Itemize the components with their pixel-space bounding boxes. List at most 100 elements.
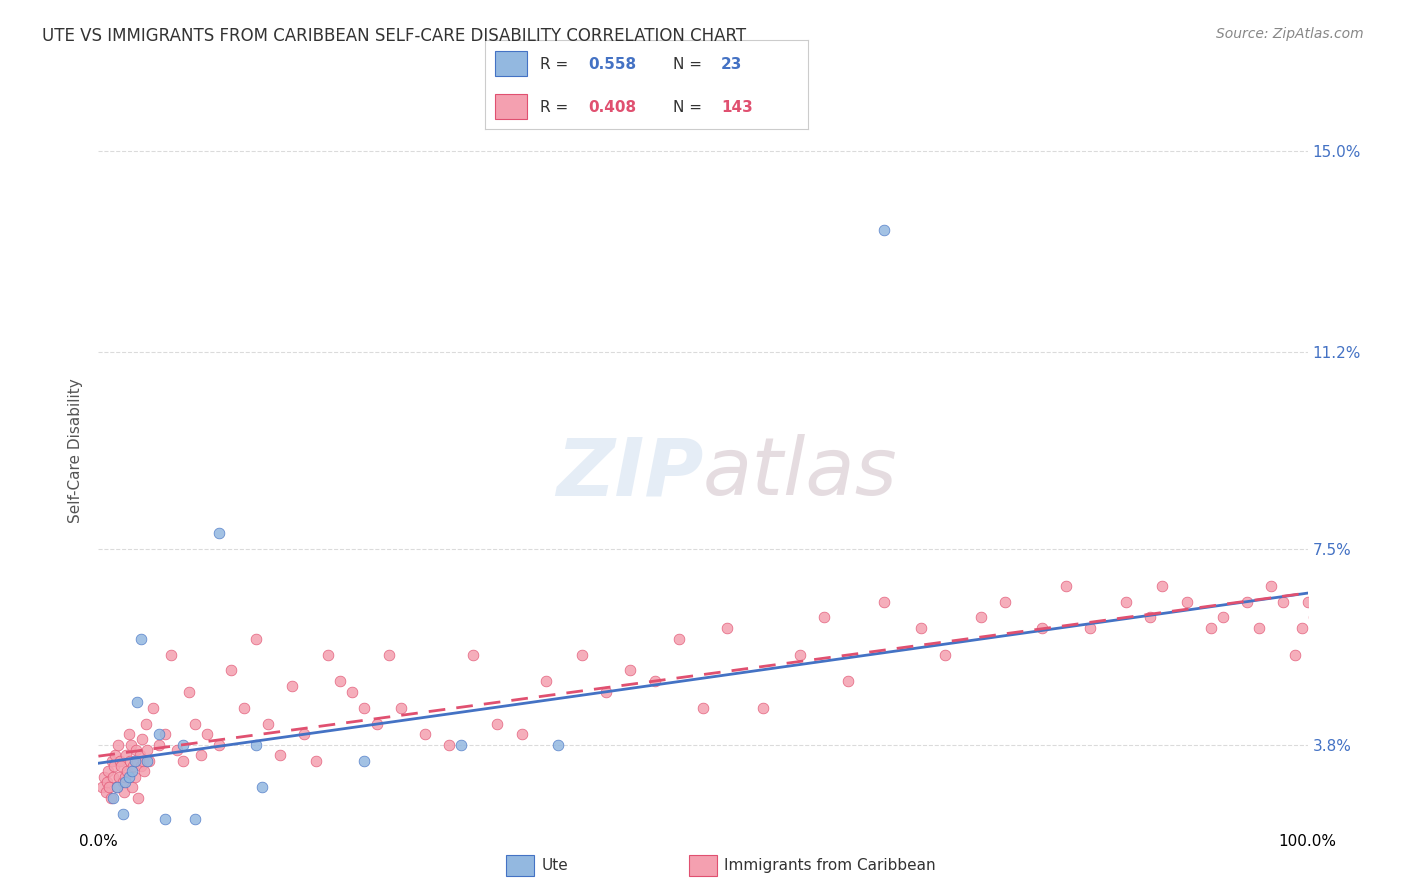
Point bbox=[114, 770, 136, 784]
Point bbox=[1152, 579, 1174, 593]
Point bbox=[316, 648, 339, 662]
Point bbox=[486, 716, 509, 731]
Point bbox=[101, 770, 124, 784]
Text: N =: N = bbox=[672, 57, 706, 71]
Point bbox=[329, 674, 352, 689]
Point bbox=[118, 770, 141, 784]
Point bbox=[94, 785, 117, 799]
Point bbox=[934, 648, 956, 662]
Point bbox=[105, 780, 128, 794]
Point bbox=[910, 621, 932, 635]
Point bbox=[195, 727, 218, 741]
Point bbox=[100, 790, 122, 805]
Text: 0.408: 0.408 bbox=[589, 100, 637, 114]
Point bbox=[305, 754, 328, 768]
Point bbox=[232, 700, 254, 714]
Point bbox=[135, 716, 157, 731]
Point bbox=[103, 759, 125, 773]
Point bbox=[105, 780, 128, 794]
Point bbox=[97, 764, 120, 779]
Point bbox=[96, 775, 118, 789]
Point bbox=[269, 748, 291, 763]
Point bbox=[692, 700, 714, 714]
Point bbox=[1054, 579, 1077, 593]
Point bbox=[353, 754, 375, 768]
Point bbox=[1175, 860, 1198, 874]
Point bbox=[135, 754, 157, 768]
Point bbox=[571, 648, 593, 662]
Point bbox=[108, 770, 131, 784]
Point bbox=[389, 700, 412, 714]
Text: Immigrants from Caribbean: Immigrants from Caribbean bbox=[724, 858, 936, 872]
Point bbox=[127, 754, 149, 768]
Point bbox=[413, 727, 436, 741]
Point bbox=[104, 748, 127, 763]
Point bbox=[111, 806, 134, 821]
Text: N =: N = bbox=[672, 100, 706, 114]
Point bbox=[117, 764, 139, 779]
Point bbox=[129, 759, 152, 773]
Point bbox=[1175, 594, 1198, 608]
Point bbox=[124, 754, 146, 768]
Point bbox=[138, 754, 160, 768]
Point bbox=[994, 594, 1017, 608]
Point bbox=[134, 764, 156, 779]
Point bbox=[127, 695, 149, 709]
Point bbox=[281, 680, 304, 694]
Point bbox=[353, 700, 375, 714]
Point bbox=[190, 748, 212, 763]
Point bbox=[1031, 621, 1053, 635]
Point bbox=[115, 748, 138, 763]
Point bbox=[377, 648, 399, 662]
Point bbox=[1078, 621, 1101, 635]
Point bbox=[510, 727, 533, 741]
Point bbox=[1199, 621, 1222, 635]
Point bbox=[114, 775, 136, 789]
Point bbox=[292, 727, 315, 741]
Point bbox=[534, 674, 557, 689]
Point bbox=[1212, 610, 1234, 624]
Text: R =: R = bbox=[540, 100, 574, 114]
Point bbox=[107, 738, 129, 752]
Point bbox=[1236, 594, 1258, 608]
Point bbox=[1302, 610, 1324, 624]
Point bbox=[250, 780, 273, 794]
Point bbox=[1115, 594, 1137, 608]
Text: atlas: atlas bbox=[703, 434, 898, 512]
Point bbox=[437, 738, 460, 752]
Point bbox=[1291, 621, 1313, 635]
Point bbox=[101, 790, 124, 805]
Point bbox=[135, 743, 157, 757]
Point bbox=[463, 648, 485, 662]
Text: 23: 23 bbox=[721, 57, 742, 71]
FancyBboxPatch shape bbox=[495, 51, 527, 76]
Text: UTE VS IMMIGRANTS FROM CARIBBEAN SELF-CARE DISABILITY CORRELATION CHART: UTE VS IMMIGRANTS FROM CARIBBEAN SELF-CA… bbox=[42, 27, 747, 45]
Point bbox=[1272, 594, 1295, 608]
Point bbox=[125, 743, 148, 757]
Point bbox=[208, 738, 231, 752]
Point bbox=[172, 738, 194, 752]
Point bbox=[179, 684, 201, 698]
Point bbox=[184, 812, 207, 826]
Point bbox=[245, 632, 267, 646]
Text: Ute: Ute bbox=[541, 858, 568, 872]
Point bbox=[873, 223, 896, 237]
Point bbox=[292, 833, 315, 847]
Point bbox=[160, 648, 183, 662]
Point bbox=[595, 684, 617, 698]
Point bbox=[120, 738, 142, 752]
Point bbox=[1249, 621, 1271, 635]
Point bbox=[129, 632, 152, 646]
Text: Source: ZipAtlas.com: Source: ZipAtlas.com bbox=[1216, 27, 1364, 41]
Point bbox=[166, 743, 188, 757]
Point bbox=[153, 812, 176, 826]
Point bbox=[153, 727, 176, 741]
Point bbox=[128, 748, 150, 763]
Point bbox=[132, 754, 155, 768]
Point bbox=[450, 738, 472, 752]
Point bbox=[118, 727, 141, 741]
Point bbox=[91, 780, 114, 794]
Point bbox=[148, 738, 170, 752]
Point bbox=[110, 759, 132, 773]
Point bbox=[172, 754, 194, 768]
